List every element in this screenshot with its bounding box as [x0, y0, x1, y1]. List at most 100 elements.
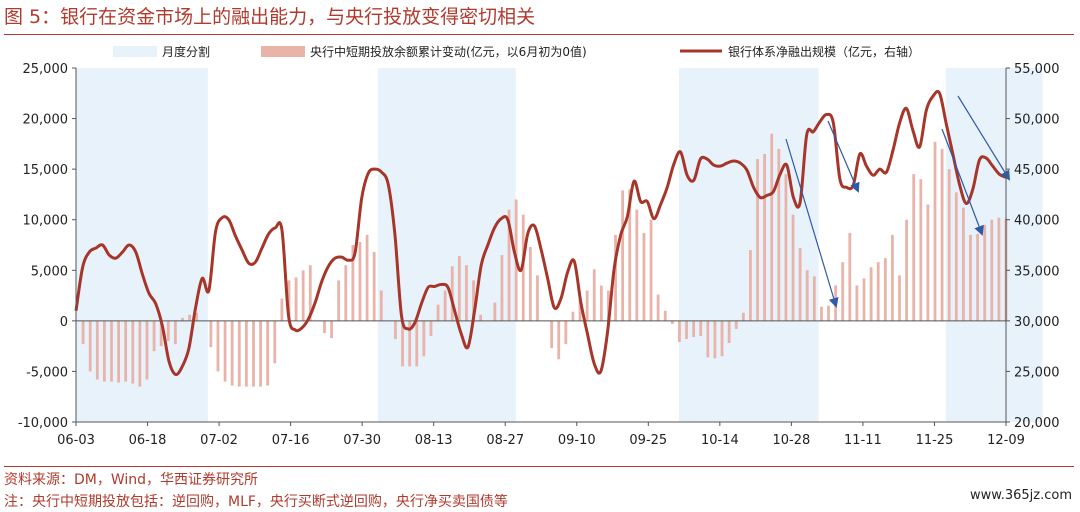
bar-mark — [855, 285, 859, 321]
bar-mark — [763, 153, 767, 321]
bar-mark — [415, 320, 419, 367]
bar-mark — [585, 290, 589, 321]
bar-mark — [820, 306, 823, 321]
left-tick-label: 0 — [60, 315, 68, 330]
bar-mark — [95, 320, 99, 380]
bar-mark — [216, 320, 220, 372]
bar-mark — [479, 314, 483, 321]
bar-mark — [599, 285, 603, 321]
bar-mark — [578, 298, 582, 321]
legend-label-bars: 央行中短期投放余额累计变动(亿元，以6月初为0值) — [310, 44, 587, 59]
bar-mark — [876, 262, 880, 321]
bar-mark — [947, 169, 951, 321]
bar-mark — [493, 302, 497, 321]
bar-mark — [273, 320, 277, 364]
bar-mark — [344, 265, 348, 321]
bar-mark — [237, 320, 241, 387]
bar-mark — [685, 320, 688, 340]
bar-mark — [954, 192, 958, 321]
bar-mark — [848, 232, 852, 321]
bar-mark — [102, 320, 106, 382]
bar-mark — [500, 255, 504, 321]
bar-mark — [756, 159, 759, 321]
bar-mark — [607, 290, 610, 321]
x-tick-label: 09-10 — [558, 433, 596, 448]
bar-mark — [259, 320, 262, 387]
month-shade-band — [678, 68, 819, 422]
bar-mark — [110, 320, 113, 382]
month-shade-band — [377, 68, 516, 422]
trend-arrows-layer — [785, 95, 1011, 308]
x-tick-label: 06-03 — [57, 433, 95, 448]
bar-mark — [990, 219, 994, 321]
x-tick-label: 10-14 — [701, 433, 739, 448]
bar-mark — [294, 277, 298, 321]
left-tick-label: 25,000 — [23, 62, 69, 77]
bar-mark — [734, 320, 738, 329]
bar-mark — [181, 317, 184, 321]
bar-mark — [124, 320, 128, 382]
bar-mark — [983, 224, 987, 321]
footer-rule — [4, 466, 1074, 467]
bar-mark — [919, 179, 923, 321]
bar-mark — [507, 209, 511, 321]
bar-mark — [635, 209, 639, 321]
line-series-layer — [74, 89, 1007, 377]
legend-label-line: 银行体系净融出规模（亿元，右轴） — [728, 44, 920, 59]
bar-mark — [422, 320, 426, 357]
bar-mark — [592, 269, 596, 321]
x-tick-label: 10-28 — [772, 433, 810, 448]
bar-mark — [536, 275, 539, 321]
legend-swatch-month — [113, 46, 157, 57]
right-tick-label: 55,000 — [1014, 62, 1060, 77]
bar-mark — [337, 280, 341, 321]
bar-mark — [791, 214, 795, 321]
x-tick-label: 09-25 — [629, 433, 667, 448]
title-rule — [4, 34, 1074, 35]
left-tick-label: 20,000 — [23, 113, 69, 128]
bar-mark — [784, 174, 788, 321]
bar-mark — [308, 265, 312, 321]
bar-mark — [301, 270, 305, 321]
bar-mark — [621, 190, 625, 321]
x-tick-label: 07-16 — [272, 433, 310, 448]
source-note: 资料来源：DM，Wind，华西证券研究所 — [4, 472, 259, 488]
right-tick-label: 30,000 — [1014, 315, 1060, 330]
bar-mark — [827, 305, 830, 321]
bar-mark — [692, 320, 696, 338]
bar-mark — [443, 290, 447, 321]
legend: 月度分割 央行中短期投放余额累计变动(亿元，以6月初为0值) 银行体系净融出规模… — [113, 44, 920, 59]
x-tick-label: 07-30 — [343, 433, 381, 448]
bar-mark — [280, 298, 284, 321]
bar-mark — [642, 232, 646, 321]
axes-layer: 25,000 20,000 15,000 10,000 5,000 0 -5,000 -10,… — [18, 62, 1060, 448]
month-shade-band — [76, 68, 208, 422]
bar-mark — [564, 320, 568, 345]
bar-mark — [379, 290, 383, 321]
bar-mark — [962, 207, 965, 321]
bar-mark — [940, 148, 944, 321]
x-tick-label: 11-25 — [916, 433, 954, 448]
left-tick-label: -10,000 — [18, 416, 68, 431]
left-tick-label: 5,000 — [31, 264, 68, 279]
footnote: 注：央行中短期投放包括：逆回购，MLF，央行买断式逆回购，央行净买卖国债等 — [4, 494, 508, 510]
bar-mark — [869, 267, 873, 321]
right-tick-label: 50,000 — [1014, 113, 1060, 128]
bar-mark — [88, 320, 92, 372]
chart-canvas: 25,000 20,000 15,000 10,000 5,000 0 -5,000 -10,… — [18, 44, 1060, 448]
bar-mark — [812, 276, 816, 321]
bar-mark — [472, 280, 475, 321]
bar-mark — [663, 310, 667, 321]
right-tick-label: 20,000 — [1014, 416, 1060, 431]
month-shading-layer — [76, 68, 1043, 422]
bar-mark — [557, 320, 561, 360]
bar-mark — [571, 311, 575, 321]
trend-arrow — [957, 95, 1011, 181]
bar-mark — [252, 320, 255, 387]
bar-mark — [209, 320, 213, 348]
bar-mark — [614, 234, 617, 321]
bar-mark — [230, 320, 234, 386]
bar-mark — [351, 245, 355, 321]
x-tick-label: 08-27 — [486, 433, 524, 448]
legend-swatch-bars — [261, 46, 305, 57]
